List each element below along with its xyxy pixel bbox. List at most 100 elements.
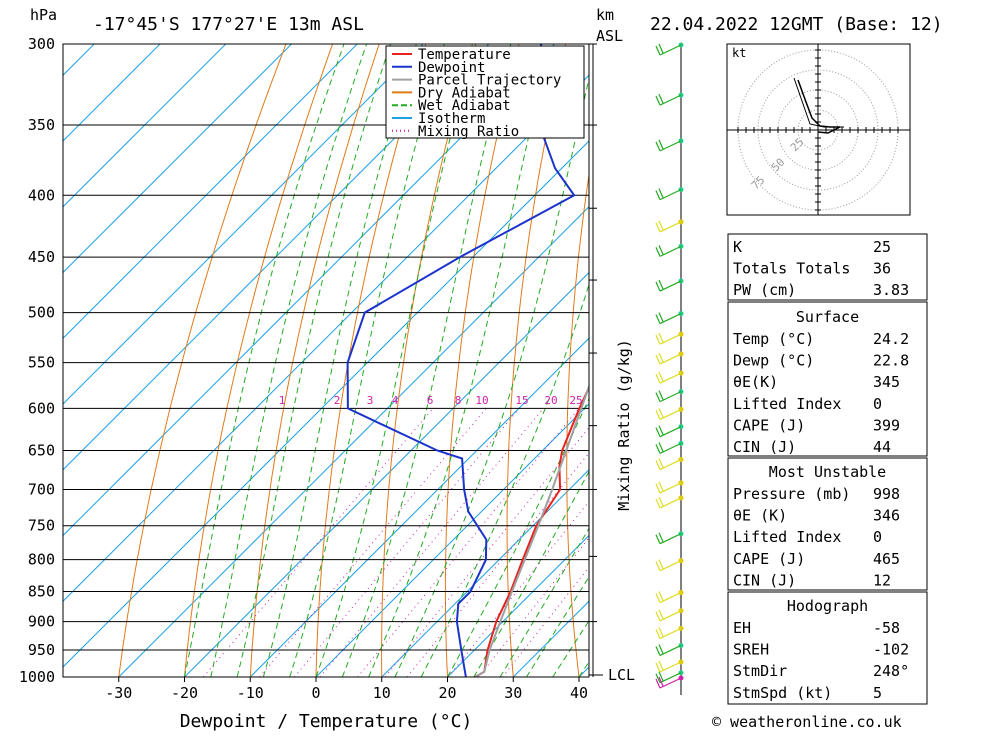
dry-adiabat-line (119, 44, 286, 677)
wind-level-dot (679, 407, 684, 412)
wind-barb (656, 592, 681, 603)
wind-barb (656, 391, 681, 402)
sounding-series (348, 44, 706, 677)
wind-barb (656, 140, 681, 151)
isotherm-line (53, 44, 686, 677)
stats-row-value: 465 (873, 550, 900, 568)
stats-row-value: 0 (873, 528, 882, 546)
stats-row-label: StmSpd (kt) (733, 684, 832, 702)
mixing-ratio-label: 1 (279, 394, 286, 407)
pressure-tick-label: 350 (28, 116, 55, 134)
hodograph-unit-label: kt (732, 46, 746, 60)
isotherm-line (0, 44, 29, 677)
pressure-tick-label: 600 (28, 399, 55, 417)
dry-adiabat-line (938, 44, 1000, 677)
mixing-ratio-line (260, 408, 487, 677)
stats-row-label: CAPE (J) (733, 416, 805, 434)
wind-barb (656, 372, 681, 383)
stats-row-value: 44 (873, 438, 891, 456)
pressure-tick-label: 300 (28, 35, 55, 53)
km-unit-label: km (596, 6, 614, 24)
stats-row-label: K (733, 238, 742, 256)
wind-barb (656, 280, 681, 291)
stats-row-value: -102 (873, 641, 909, 659)
mixing-ratio-line (358, 408, 579, 677)
pressure-tick-label: 850 (28, 583, 55, 601)
stats-row-value: 399 (873, 416, 900, 434)
stats-row-value: 12 (873, 571, 891, 589)
stats-row-value: 5 (873, 684, 882, 702)
x-axis-label: Dewpoint / Temperature (°C) (180, 711, 473, 732)
mixing-ratio-label: 25 (569, 394, 582, 407)
stats-row-value: -58 (873, 619, 900, 637)
wind-barb (656, 408, 681, 419)
wind-barb (656, 627, 681, 638)
wind-barb (656, 189, 681, 200)
pressure-tick-label: 400 (28, 186, 55, 204)
mixing-ratio-label: 4 (392, 394, 399, 407)
stats-row-label: Dewp (°C) (733, 352, 814, 370)
wind-barb (656, 610, 681, 621)
stats-row-label: CIN (J) (733, 571, 796, 589)
wind-barb (656, 482, 681, 493)
stats-row-label: Pressure (mb) (733, 485, 850, 503)
mixing-ratio-label: 3 (367, 394, 374, 407)
pressure-tick-label: 800 (28, 551, 55, 569)
stats-row-value: 998 (873, 485, 900, 503)
dry-adiabat-line (250, 44, 379, 677)
stats-row-value: 22.8 (873, 352, 909, 370)
stats-row-label: CAPE (J) (733, 550, 805, 568)
wind-barb (656, 313, 681, 324)
stats-row-value: 0 (873, 395, 882, 413)
pressure-tick-label: 500 (28, 304, 55, 322)
pressure-tick-label: 550 (28, 354, 55, 372)
pressure-axis: 3003504004505005506006507007508008509009… (19, 35, 55, 686)
stats-row-label: StmDir (733, 662, 787, 680)
datetime-label: 22.04.2022 12GMT (Base: 12) (650, 14, 943, 35)
wind-barb (656, 459, 681, 470)
chart-title: -17°45'S 177°27'E 13m ASL (93, 14, 364, 35)
stats-row-value: 248° (873, 662, 909, 680)
hpa-unit-label: hPa (30, 6, 57, 24)
stats-row-label: EH (733, 619, 751, 637)
pressure-tick-label: 700 (28, 480, 55, 498)
isotherm-line (0, 44, 620, 677)
mixing-ratio-label: 10 (475, 394, 488, 407)
wet-adiabat-line (211, 44, 367, 677)
mixing-ratio-label: 15 (515, 394, 528, 407)
wind-barb (656, 661, 681, 672)
stats-row-label: θE (K) (733, 507, 787, 525)
copyright-text: © weatheronline.co.uk (712, 713, 902, 731)
stats-section-title: Hodograph (787, 597, 868, 615)
stats-row-label: CIN (J) (733, 438, 796, 456)
wind-barb (656, 221, 681, 232)
temperature-tick-label: 30 (504, 684, 522, 702)
temperature-tick-label: -20 (171, 684, 198, 702)
wind-barb (656, 245, 681, 256)
stats-row-label: θE(K) (733, 373, 778, 391)
pressure-tick-label: 750 (28, 517, 55, 535)
stats-row-value: 345 (873, 373, 900, 391)
wind-barb (656, 442, 681, 453)
mixing-ratio-axis-label: Mixing Ratio (g/kg) (615, 339, 633, 511)
mixing-ratio-label: 6 (427, 394, 434, 407)
wind-barb (656, 497, 681, 508)
wind-barb (656, 353, 681, 364)
stats-row-label: Temp (°C) (733, 330, 814, 348)
temperature-tick-label: 20 (438, 684, 456, 702)
stats-row-value: 36 (873, 260, 891, 278)
pressure-tick-label: 650 (28, 442, 55, 460)
dry-adiabat-line (985, 44, 1000, 677)
pressure-tick-label: 450 (28, 248, 55, 266)
mixing-ratio-label: 8 (455, 394, 462, 407)
mixing-ratio-label: 2 (334, 394, 341, 407)
stats-row-value: 346 (873, 507, 900, 525)
mixing-ratio-line (503, 408, 716, 677)
temperature-tick-label: -30 (105, 684, 132, 702)
stats-row-label: SREH (733, 641, 769, 659)
